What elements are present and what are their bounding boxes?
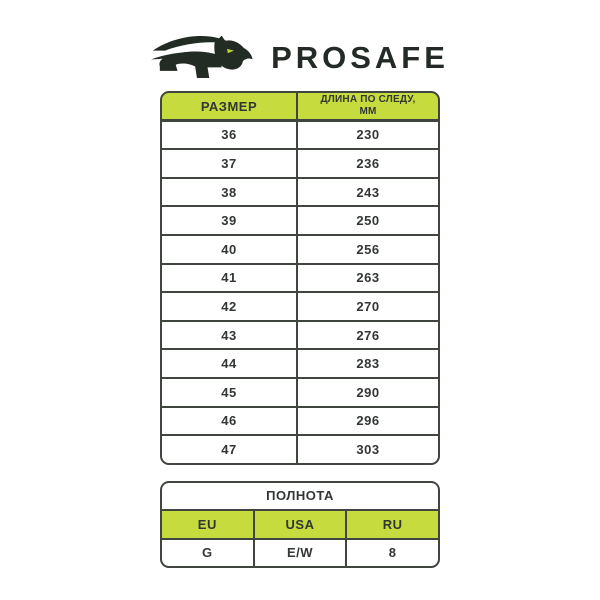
size-cell: 41	[162, 264, 297, 292]
fullness-value-eu: G	[162, 539, 253, 566]
length-cell: 296	[298, 407, 438, 435]
fullness-value-ru: 8	[347, 539, 438, 566]
length-cell: 303	[298, 436, 438, 463]
fullness-header-usa: USA	[254, 511, 346, 538]
length-cell: 263	[298, 264, 438, 292]
length-cell: 250	[298, 207, 438, 234]
size-cell: 38	[162, 178, 297, 206]
length-cell: 270	[298, 293, 438, 320]
length-cell: 230	[298, 121, 438, 149]
fullness-table: ПОЛНОТА EU USA RU G E/W 8	[160, 480, 440, 568]
size-cell: 44	[162, 350, 297, 377]
rhino-logo-icon	[151, 35, 253, 78]
fullness-header-ru: RU	[347, 511, 438, 538]
length-cell: 236	[298, 150, 438, 177]
fullness-header-eu: EU	[162, 511, 253, 538]
size-column-header: РАЗМЕР	[162, 93, 297, 119]
size-cell: 45	[162, 378, 297, 406]
length-cell: 276	[298, 321, 438, 349]
size-cell: 40	[162, 235, 297, 263]
size-cell: 36	[162, 121, 297, 149]
fullness-title: ПОЛНОТА	[162, 482, 438, 510]
fullness-value-usa: E/W	[254, 539, 346, 566]
size-cell: 37	[162, 150, 297, 177]
brand-name: PROSAFE	[271, 40, 449, 75]
size-cell: 47	[162, 436, 297, 463]
size-cell: 43	[162, 321, 297, 349]
length-cell: 283	[298, 350, 438, 377]
length-cell: 256	[298, 235, 438, 263]
length-cell: 243	[298, 178, 438, 206]
size-cell: 39	[162, 207, 297, 234]
size-cell: 42	[162, 293, 297, 320]
length-cell: 290	[298, 378, 438, 406]
length-column-header-text: ДЛИНА ПО СЛЕДУ, ММ	[320, 94, 416, 117]
brand-header: PROSAFE	[0, 0, 600, 86]
length-column-header: ДЛИНА ПО СЛЕДУ, ММ	[298, 93, 438, 119]
size-cell: 46	[162, 407, 297, 435]
size-table: РАЗМЕР ДЛИНА ПО СЛЕДУ, ММ 36 230 37 236 3…	[160, 91, 440, 465]
